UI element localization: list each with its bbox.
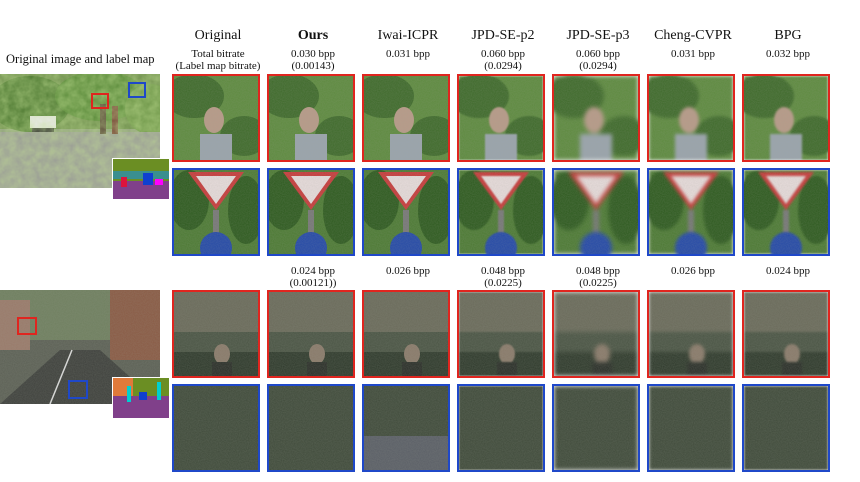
crop-iwai-row4 [362,384,450,472]
crop-bpg-row1 [742,74,830,162]
bitrate-row1-bpg: 0.032 bpp [766,48,810,60]
column-header-bpg: BPG [774,28,802,43]
crop-bpg-row4 [742,384,830,472]
crop-jpd2-row3 [457,290,545,378]
bitrate-row1-jpd2: 0.060 bpp (0.0294) [481,48,525,72]
bitrate-row1-iwai: 0.031 bpp [386,48,430,60]
bitrate-row2-iwai: 0.026 bpp [386,265,430,277]
bitrate-row2-jpd2: 0.048 bpp (0.0225) [481,265,525,289]
bitrate-row1-jpd3: 0.060 bpp (0.0294) [576,48,620,72]
crop-cheng-row4 [647,384,735,472]
crop-jpd2-row1 [457,74,545,162]
crop-ours-row4 [267,384,355,472]
left-column-title: Original image and label map [6,52,155,66]
column-header-jpd3: JPD-SE-p3 [566,28,630,43]
bitrate-row2-ours: 0.024 bpp (0.00121)) [289,265,337,289]
crop-bpg-row2 [742,168,830,256]
crop-orig-row4 [172,384,260,472]
crop-iwai-row3 [362,290,450,378]
column-header-cheng: Cheng-CVPR [654,28,732,43]
scene-1-label-map [112,158,170,200]
crop-jpd3-row4 [552,384,640,472]
crop-jpd3-row2 [552,168,640,256]
scene-1-blue-marker [128,82,146,98]
crop-bpg-row3 [742,290,830,378]
column-header-iwai: Iwai-ICPR [377,28,439,43]
crop-orig-row2 [172,168,260,256]
crop-iwai-row2 [362,168,450,256]
crop-jpd3-row1 [552,74,640,162]
crop-iwai-row1 [362,74,450,162]
crop-jpd2-row4 [457,384,545,472]
scene-2-label-map [112,377,170,419]
scene-2-red-marker [17,317,37,335]
crop-orig-row1 [172,74,260,162]
bitrate-row2-jpd3: 0.048 bpp (0.0225) [576,265,620,289]
crop-cheng-row2 [647,168,735,256]
column-header-orig: Original [194,28,242,43]
bitrate-row2-cheng: 0.026 bpp [671,265,715,277]
crop-ours-row2 [267,168,355,256]
crop-jpd2-row2 [457,168,545,256]
crop-jpd3-row3 [552,290,640,378]
column-header-jpd2: JPD-SE-p2 [471,28,535,43]
bitrate-row1-ours: 0.030 bpp (0.00143) [291,48,335,72]
scene-2-blue-marker [68,380,88,399]
crop-ours-row1 [267,74,355,162]
crop-cheng-row1 [647,74,735,162]
bitrate-row2-bpg: 0.024 bpp [766,265,810,277]
bitrate-row1-cheng: 0.031 bpp [671,48,715,60]
crop-cheng-row3 [647,290,735,378]
bitrate-row1-orig: Total bitrate (Label map bitrate) [175,48,261,72]
crop-ours-row3 [267,290,355,378]
scene-1-red-marker [91,93,109,109]
crop-orig-row3 [172,290,260,378]
column-header-ours: Ours [297,28,329,43]
